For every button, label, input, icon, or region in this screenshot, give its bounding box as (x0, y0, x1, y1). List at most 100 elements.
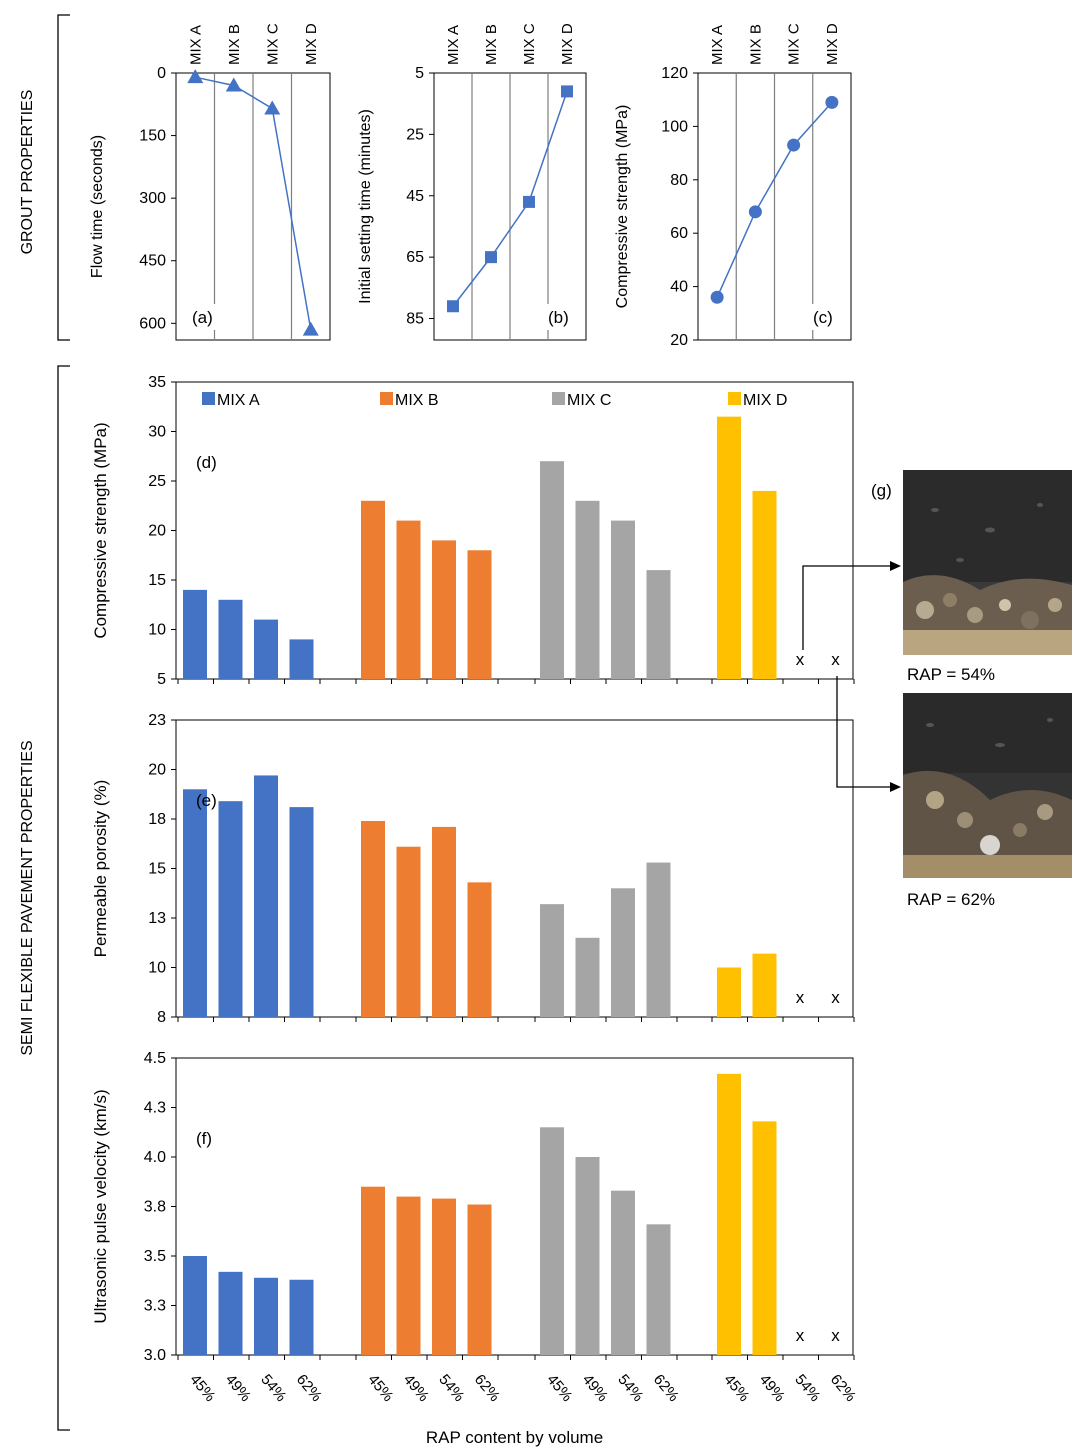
panel-label: (d) (196, 453, 217, 472)
line-panel-b: MIX A MIX B MIX C MIX D 5 25 45 65 85 Initial set… (357, 23, 587, 341)
y-tick-label: 100 (661, 118, 688, 135)
bar (396, 520, 421, 679)
bar (575, 937, 600, 1017)
data-point (787, 138, 801, 152)
line-panel-c: MIX A MIX B MIX C MIX D 20 40 60 80 100 120 Compre… (614, 23, 852, 349)
data-point (225, 77, 242, 92)
x-tick-label: 49% (756, 1371, 788, 1405)
bar (254, 775, 278, 1017)
panel-label: (c) (813, 308, 833, 327)
data-point (825, 95, 839, 109)
y-tick-label: 10 (148, 622, 166, 639)
photo-caption-rap-54: RAP = 54% (907, 665, 995, 684)
arrow-rap62-head (890, 782, 901, 792)
missing-value-marker: x (796, 988, 805, 1007)
x-tick-label: 54% (257, 1371, 289, 1405)
y-tick-label: 40 (670, 279, 688, 296)
missing-value-marker: x (831, 650, 840, 669)
data-point (523, 195, 535, 208)
y-tick-label: 3.3 (144, 1298, 166, 1315)
category-label: MIX D (303, 23, 320, 65)
bar (717, 967, 741, 1017)
panel-label: (f) (196, 1129, 212, 1148)
y-axis-label: Permeable porosity (%) (91, 780, 110, 958)
y-tick-label: 300 (139, 190, 166, 207)
sfp-section-label: SEMI FLEXIBLE PAVEMENT PROPERTIES (19, 740, 36, 1055)
y-tick-label: 10 (148, 960, 166, 977)
photo-rap-62 (903, 693, 1072, 878)
bar (575, 500, 600, 679)
legend-swatch (380, 392, 393, 405)
bar (646, 1224, 671, 1355)
y-tick-label: 20 (148, 523, 166, 540)
x-tick-label: 49% (579, 1371, 611, 1405)
bar (575, 1157, 600, 1355)
x-tick-label: 45% (186, 1371, 218, 1405)
x-tick-label: 62% (650, 1371, 682, 1405)
sfp-bracket (57, 365, 70, 1431)
arrow-rap62-connector (836, 676, 892, 788)
y-axis-label: Compressive strength (MPa) (614, 105, 631, 309)
bar (467, 550, 492, 679)
line-panel-a: MIX A MIX B MIX C MIX D 0 150 300 450 600 Flow ti… (89, 23, 331, 341)
photo-caption-rap-62: RAP = 62% (907, 890, 995, 909)
category-label: MIX D (824, 23, 841, 65)
y-tick-label: 45 (406, 188, 424, 205)
bar (540, 1127, 564, 1355)
bar (752, 490, 777, 679)
bar (289, 807, 314, 1017)
y-tick-label: 8 (157, 1009, 166, 1026)
bar-panel-d: 5 10 15 20 25 30 35 Compressive strength (MPa) x… (91, 374, 855, 688)
bar (218, 1271, 243, 1355)
y-tick-label: 5 (157, 671, 166, 688)
category-label: MIX D (559, 23, 576, 65)
category-label: MIX C (264, 23, 281, 65)
legend-label: MIX B (395, 392, 439, 409)
bar (717, 416, 741, 679)
bar (183, 1256, 207, 1355)
bar (289, 1279, 314, 1355)
arrow-rap54-head (890, 561, 901, 571)
bar (183, 589, 207, 679)
bar (396, 1196, 421, 1355)
legend-swatch (552, 392, 565, 405)
y-tick-label: 15 (148, 572, 166, 589)
y-tick-label: 23 (148, 712, 166, 729)
bar (218, 599, 243, 679)
y-tick-label: 5 (415, 65, 424, 82)
category-label: MIX C (786, 23, 803, 65)
data-point (302, 321, 319, 336)
panel-label: (b) (548, 308, 569, 327)
category-label: MIX A (445, 25, 462, 65)
bar (361, 500, 385, 679)
category-label: MIX A (709, 25, 726, 65)
bar (611, 520, 635, 679)
y-tick-label: 80 (670, 172, 688, 189)
bar (396, 846, 421, 1017)
photo-panel-label: (g) (871, 481, 892, 500)
y-tick-label: 60 (670, 225, 688, 242)
legend-label: MIX A (217, 392, 260, 409)
data-point (447, 300, 459, 313)
panel-label-bg (544, 304, 580, 330)
y-tick-label: 150 (139, 128, 166, 145)
bar-panel-f: 3.0 3.3 3.5 3.8 4.0 4.3 4.5 Ultrasonic pulse ve… (91, 1050, 859, 1447)
bar (646, 570, 671, 679)
category-label: MIX B (226, 24, 243, 65)
category-label: MIX C (521, 23, 538, 65)
bar (752, 1121, 777, 1355)
bar (361, 820, 385, 1017)
bar (752, 953, 777, 1017)
series-line (716, 101, 833, 298)
y-tick-label: 4.3 (144, 1100, 166, 1117)
bar (254, 619, 278, 679)
legend-label: MIX C (567, 392, 611, 409)
bar (717, 1073, 741, 1355)
legend-swatch (202, 392, 215, 405)
y-tick-label: 85 (406, 311, 424, 328)
x-tick-label: 54% (791, 1371, 823, 1405)
bar (611, 1190, 635, 1355)
y-tick-label: 25 (148, 473, 166, 490)
y-axis-label: Compressive strength (MPa) (91, 422, 110, 638)
